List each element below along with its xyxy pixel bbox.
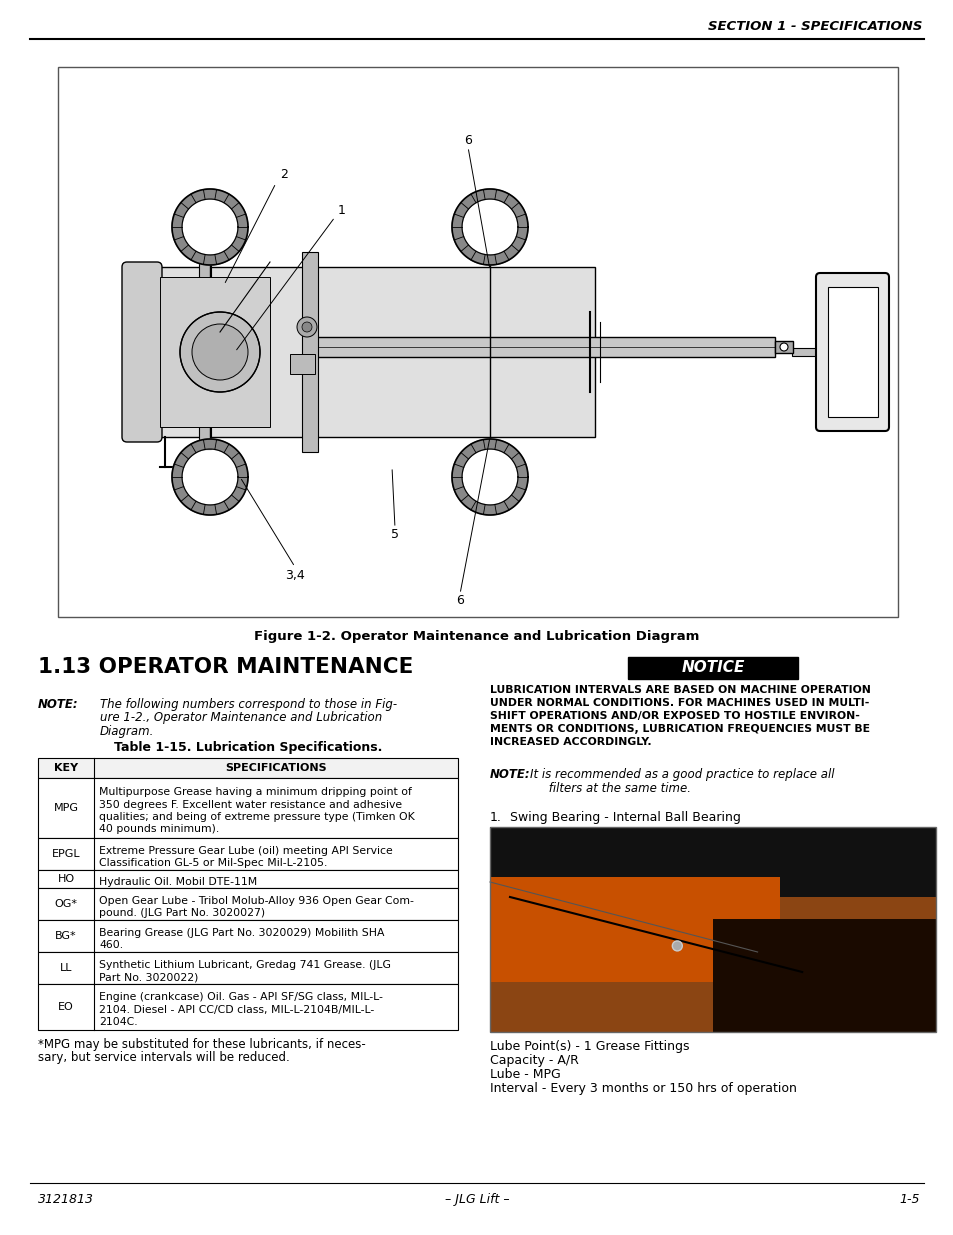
Text: *MPG may be substituted for these lubricants, if neces-: *MPG may be substituted for these lubric… [38, 1037, 365, 1051]
Text: Extreme Pressure Gear Lube (oil) meeting API Service: Extreme Pressure Gear Lube (oil) meeting… [99, 846, 393, 856]
Bar [490, 827, 935, 897]
Bar [791, 348, 820, 356]
Bar [38, 869, 457, 888]
Text: 2104. Diesel - API CC/CD class, MIL-L-2104B/MIL-L-: 2104. Diesel - API CC/CD class, MIL-L-21… [99, 1005, 374, 1015]
Bar [38, 778, 457, 839]
Text: 3,4: 3,4 [285, 568, 305, 582]
Circle shape [780, 343, 787, 351]
Text: EO: EO [58, 1002, 73, 1011]
Text: SHIFT OPERATIONS AND/OR EXPOSED TO HOSTILE ENVIRON-: SHIFT OPERATIONS AND/OR EXPOSED TO HOSTI… [490, 711, 859, 721]
Bar [154, 267, 595, 437]
Text: 6: 6 [456, 594, 463, 608]
Text: KEY: KEY [54, 763, 78, 773]
Text: Figure 1-2. Operator Maintenance and Lubrication Diagram: Figure 1-2. Operator Maintenance and Lub… [254, 630, 699, 643]
Text: Classification GL-5 or Mil-Spec Mil-L-2105.: Classification GL-5 or Mil-Spec Mil-L-21… [99, 858, 327, 868]
FancyBboxPatch shape [815, 273, 888, 431]
Text: ure 1-2., Operator Maintenance and Lubrication: ure 1-2., Operator Maintenance and Lubri… [100, 711, 382, 725]
Text: OG*: OG* [54, 899, 77, 909]
Text: INCREASED ACCORDINGLY.: INCREASED ACCORDINGLY. [490, 737, 651, 747]
Bar [38, 758, 457, 778]
Bar [58, 67, 897, 618]
Text: NOTICE: NOTICE [680, 661, 744, 676]
Text: Hydraulic Oil. Mobil DTE-11M: Hydraulic Oil. Mobil DTE-11M [99, 877, 257, 887]
Text: Diagram.: Diagram. [100, 725, 154, 739]
Text: 1: 1 [337, 204, 346, 216]
Text: 5: 5 [391, 529, 398, 541]
Bar [38, 984, 457, 1030]
Text: sary, but service intervals will be reduced.: sary, but service intervals will be redu… [38, 1051, 290, 1065]
Text: 1.13 OPERATOR MAINTENANCE: 1.13 OPERATOR MAINTENANCE [38, 657, 413, 677]
Bar [38, 920, 457, 952]
Text: Table 1-15. Lubrication Specifications.: Table 1-15. Lubrication Specifications. [113, 741, 382, 755]
Text: The following numbers correspond to those in Fig-: The following numbers correspond to thos… [100, 698, 396, 711]
Text: SECTION 1 - SPECIFICATIONS: SECTION 1 - SPECIFICATIONS [707, 20, 921, 33]
Text: Bearing Grease (JLG Part No. 3020029) Mobilith SHA: Bearing Grease (JLG Part No. 3020029) Mo… [99, 927, 384, 937]
Bar [490, 877, 780, 982]
Bar [627, 657, 797, 679]
Text: SPECIFICATIONS: SPECIFICATIONS [225, 763, 327, 773]
Text: LUBRICATION INTERVALS ARE BASED ON MACHINE OPERATION: LUBRICATION INTERVALS ARE BASED ON MACHI… [490, 685, 870, 695]
Bar [827, 287, 877, 417]
Text: UNDER NORMAL CONDITIONS. FOR MACHINES USED IN MULTI-: UNDER NORMAL CONDITIONS. FOR MACHINES US… [490, 698, 868, 708]
Bar [38, 888, 457, 920]
Bar [302, 252, 317, 452]
Text: MPG: MPG [53, 803, 78, 813]
Text: NOTE:: NOTE: [38, 698, 78, 711]
Text: Swing Bearing - Internal Ball Bearing: Swing Bearing - Internal Ball Bearing [510, 811, 740, 824]
Bar [774, 341, 792, 353]
Bar [154, 332, 595, 372]
Text: qualities; and being of extreme pressure type (Timken OK: qualities; and being of extreme pressure… [99, 811, 415, 823]
Text: 350 degrees F. Excellent water resistance and adhesive: 350 degrees F. Excellent water resistanc… [99, 799, 402, 809]
Text: Interval - Every 3 months or 150 hrs of operation: Interval - Every 3 months or 150 hrs of … [490, 1082, 796, 1095]
Circle shape [296, 317, 316, 337]
Text: 3121813: 3121813 [38, 1193, 94, 1207]
Text: 1.: 1. [490, 811, 501, 824]
Text: – JLG Lift –: – JLG Lift – [444, 1193, 509, 1207]
Text: Lube - MPG: Lube - MPG [490, 1068, 560, 1081]
Bar [160, 277, 270, 427]
Text: Multipurpose Grease having a minimum dripping point of: Multipurpose Grease having a minimum dri… [99, 787, 412, 797]
Text: NOTE:: NOTE: [490, 768, 530, 781]
Text: Capacity - A/R: Capacity - A/R [490, 1053, 578, 1067]
Text: 2104C.: 2104C. [99, 1018, 137, 1028]
Text: Engine (crankcase) Oil. Gas - API SF/SG class, MIL-L-: Engine (crankcase) Oil. Gas - API SF/SG … [99, 992, 382, 1003]
Bar [314, 337, 774, 357]
Text: It is recommended as a good practice to replace all: It is recommended as a good practice to … [530, 768, 834, 781]
Text: Part No. 3020022): Part No. 3020022) [99, 972, 198, 982]
Circle shape [180, 312, 260, 391]
Text: EPGL: EPGL [51, 848, 80, 860]
Circle shape [302, 322, 312, 332]
Circle shape [672, 941, 681, 951]
Text: Open Gear Lube - Tribol Molub-Alloy 936 Open Gear Com-: Open Gear Lube - Tribol Molub-Alloy 936 … [99, 895, 414, 905]
Bar [38, 952, 457, 984]
Text: LL: LL [60, 963, 72, 973]
Text: BG*: BG* [55, 931, 77, 941]
Bar [290, 354, 314, 374]
Text: pound. (JLG Part No. 3020027): pound. (JLG Part No. 3020027) [99, 908, 265, 918]
Bar [490, 827, 935, 1032]
Text: HO: HO [57, 874, 74, 884]
Bar [199, 254, 211, 450]
Text: 2: 2 [280, 168, 288, 182]
Bar [490, 827, 935, 1032]
Text: 40 pounds minimum).: 40 pounds minimum). [99, 825, 219, 835]
Bar [712, 919, 935, 1032]
Text: 1-5: 1-5 [899, 1193, 919, 1207]
Text: filters at the same time.: filters at the same time. [530, 782, 690, 794]
Text: MENTS OR CONDITIONS, LUBRICATION FREQUENCIES MUST BE: MENTS OR CONDITIONS, LUBRICATION FREQUEN… [490, 724, 869, 734]
Bar [38, 839, 457, 869]
Circle shape [192, 324, 248, 380]
FancyBboxPatch shape [122, 262, 162, 442]
Text: Synthetic Lithium Lubricant, Gredag 741 Grease. (JLG: Synthetic Lithium Lubricant, Gredag 741 … [99, 960, 391, 969]
Text: 460.: 460. [99, 940, 123, 950]
Text: Lube Point(s) - 1 Grease Fittings: Lube Point(s) - 1 Grease Fittings [490, 1040, 689, 1053]
Text: 6: 6 [463, 133, 472, 147]
